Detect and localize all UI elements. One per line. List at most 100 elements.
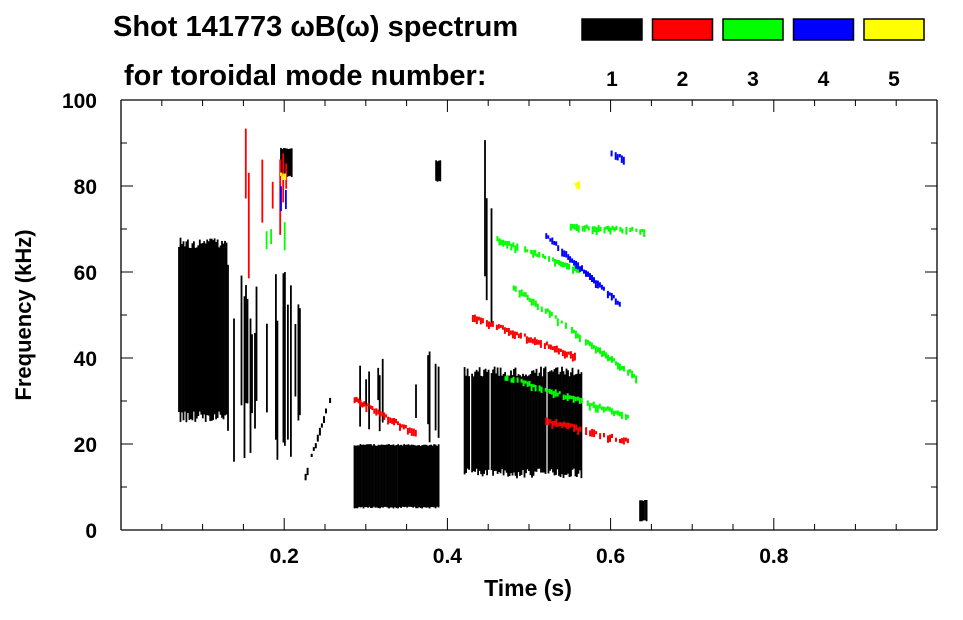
spectral-line-point: [602, 406, 605, 413]
spectral-streak: [287, 149, 290, 177]
mode-3-feature: [512, 285, 638, 384]
spectral-line-point: [505, 328, 508, 332]
spectral-streak: [276, 320, 279, 460]
spectral-line-point: [619, 438, 621, 444]
spectral-streak: [198, 239, 201, 412]
spectral-line-point: [625, 226, 628, 235]
spectral-streak: [179, 237, 182, 422]
spectral-line-point: [578, 267, 580, 274]
spectral-line-point: [516, 377, 519, 383]
spectral-line-point: [564, 395, 567, 400]
spectral-streak: [437, 366, 440, 438]
spectral-line-point: [522, 292, 525, 297]
spectral-streak: [182, 241, 185, 421]
spectral-streak: [438, 160, 440, 181]
spectral-streak: [381, 358, 384, 423]
spectral-line-point: [557, 348, 560, 355]
spectral-streak: [203, 241, 206, 415]
spectral-line-point: [592, 345, 595, 349]
spectral-line-point: [586, 400, 589, 407]
spectral-line-point: [545, 233, 548, 239]
spectral-line-point: [554, 389, 557, 397]
spectral-streak: [431, 445, 434, 508]
spectral-streak: [207, 241, 210, 416]
spectral-streak: [254, 333, 256, 429]
spectral-streak: [534, 372, 536, 472]
mode-4-feature: [610, 150, 625, 165]
spectral-line-point: [310, 453, 313, 457]
spectral-line-point: [578, 181, 580, 189]
spectral-line-point: [496, 236, 499, 242]
spectral-streak: [365, 379, 367, 406]
spectral-line-point: [536, 253, 539, 257]
spectral-line-point: [557, 245, 560, 251]
spectral-line-point: [375, 408, 378, 416]
spectral-line-point: [528, 297, 531, 302]
spectral-line-point: [555, 345, 558, 353]
spectral-streak: [415, 445, 417, 509]
spectral-streak: [385, 444, 387, 507]
spectral-line-point: [591, 428, 594, 437]
spectral-streak: [474, 371, 476, 472]
spectral-line-point: [524, 246, 527, 253]
spectral-line-point: [545, 341, 548, 346]
spectral-streak: [556, 367, 559, 470]
spectral-line-point: [491, 321, 494, 327]
legend-label-mode-1: 1: [606, 68, 618, 91]
spectral-streak: [367, 444, 369, 508]
spectral-streak: [434, 444, 437, 509]
spectral-line-point: [573, 260, 576, 266]
spectral-line-point: [609, 434, 611, 442]
spectral-streak: [247, 172, 250, 279]
spectral-line-point: [564, 322, 567, 329]
spectral-streak: [280, 186, 282, 211]
spectral-streak: [577, 369, 580, 474]
spectral-streak: [436, 445, 438, 507]
spectral-line-point: [355, 396, 358, 402]
spectral-line-point: [591, 226, 594, 235]
spectral-streak: [532, 370, 535, 476]
spectral-streak: [194, 247, 197, 422]
chart-title: Shot 141773 ωB(ω) spectrum: [113, 11, 518, 43]
spectral-streak: [206, 239, 209, 416]
spectral-streak: [465, 375, 467, 473]
spectral-streak: [516, 376, 518, 479]
spectral-streak: [378, 375, 381, 432]
spectral-streak: [487, 369, 490, 470]
spectral-streak: [433, 444, 435, 508]
spectral-streak: [286, 148, 288, 177]
y-tick-label: 60: [74, 262, 97, 285]
spectral-streak: [358, 445, 360, 507]
spectral-line-point: [591, 275, 593, 282]
spectral-line-point: [320, 423, 323, 428]
spectral-line-point: [518, 290, 521, 298]
spectral-line-point: [571, 353, 574, 362]
spectral-line-point: [613, 227, 616, 232]
spectral-line-point: [410, 428, 413, 436]
spectral-line-point: [569, 223, 572, 231]
spectral-line-point: [561, 422, 564, 429]
spectral-line-point: [503, 327, 506, 334]
spectral-line-point: [643, 229, 646, 237]
spectral-line-point: [381, 412, 384, 417]
x-tick-label: 0.4: [433, 545, 463, 568]
spectral-line-point: [475, 316, 478, 325]
spectral-line-point: [412, 428, 415, 437]
spectral-line-point: [601, 351, 603, 357]
spectral-streak: [486, 371, 488, 476]
spectral-streak: [190, 248, 192, 420]
mode-1-feature: [227, 264, 301, 462]
spectral-line-point: [524, 292, 527, 297]
spectral-streak: [283, 222, 286, 251]
spectral-line-point: [599, 433, 602, 440]
spectral-line-point: [532, 250, 535, 258]
spectral-line-point: [623, 366, 625, 372]
spectral-line-point: [607, 354, 609, 362]
spectral-line-point: [404, 425, 407, 429]
spectral-line-point: [599, 226, 602, 232]
spectral-streak: [490, 373, 493, 471]
spectral-streak: [374, 445, 377, 508]
spectral-streak: [498, 375, 500, 472]
spectral-line-point: [588, 402, 591, 411]
spectral-streak: [430, 444, 432, 508]
